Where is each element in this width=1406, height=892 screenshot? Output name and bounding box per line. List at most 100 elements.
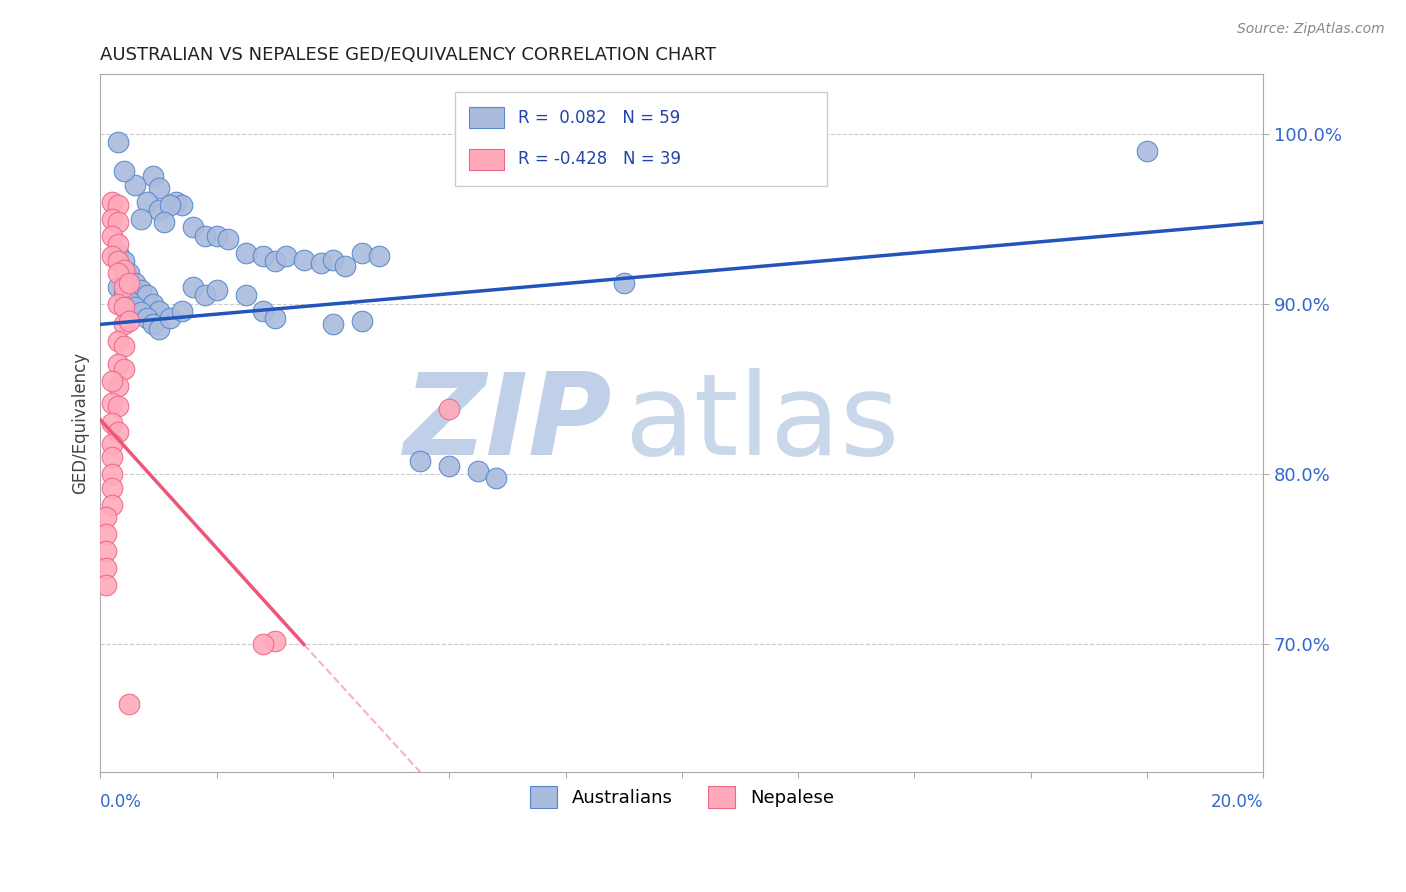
Point	[263, 634, 285, 648]
FancyBboxPatch shape	[470, 149, 503, 169]
Point	[112, 263, 135, 277]
Point	[205, 283, 228, 297]
Point	[276, 249, 298, 263]
Point	[322, 318, 344, 332]
Point	[439, 402, 461, 417]
Point	[613, 277, 636, 291]
Point	[252, 249, 274, 263]
Point	[183, 280, 205, 294]
Text: R =  0.082   N = 59: R = 0.082 N = 59	[517, 109, 681, 127]
Point	[107, 135, 129, 149]
Point	[148, 181, 170, 195]
Point	[101, 194, 124, 209]
Point	[101, 436, 124, 450]
Point	[112, 280, 135, 294]
Point	[107, 254, 129, 268]
Point	[107, 378, 129, 392]
Legend: Australians, Nepalese: Australians, Nepalese	[523, 779, 841, 815]
Point	[118, 277, 141, 291]
Text: Source: ZipAtlas.com: Source: ZipAtlas.com	[1237, 22, 1385, 37]
Point	[107, 266, 129, 280]
Point	[107, 215, 129, 229]
Point	[205, 228, 228, 243]
Point	[409, 453, 432, 467]
Point	[101, 498, 124, 512]
Point	[107, 425, 129, 439]
Point	[311, 256, 333, 270]
Point	[322, 252, 344, 267]
Point	[101, 450, 124, 464]
Point	[107, 280, 129, 294]
Point	[263, 310, 285, 325]
Point	[96, 509, 118, 524]
Point	[368, 249, 391, 263]
Point	[124, 178, 146, 192]
Point	[135, 288, 157, 302]
Point	[135, 194, 157, 209]
Point	[112, 339, 135, 353]
Point	[142, 169, 165, 184]
Point	[194, 228, 217, 243]
Point	[124, 277, 146, 291]
Point	[96, 543, 118, 558]
Point	[142, 297, 165, 311]
Point	[252, 303, 274, 318]
Point	[107, 357, 129, 371]
Point	[165, 194, 187, 209]
Point	[170, 303, 193, 318]
Point	[292, 252, 315, 267]
Text: 20.0%: 20.0%	[1211, 792, 1264, 811]
Point	[148, 322, 170, 336]
Point	[101, 249, 124, 263]
Point	[159, 310, 181, 325]
Point	[153, 215, 176, 229]
FancyBboxPatch shape	[470, 107, 503, 128]
Point	[101, 416, 124, 430]
Point	[194, 288, 217, 302]
Point	[96, 526, 118, 541]
Point	[107, 334, 129, 349]
Point	[148, 303, 170, 318]
Point	[107, 297, 129, 311]
Point	[107, 198, 129, 212]
Text: 0.0%: 0.0%	[100, 792, 142, 811]
Point	[101, 374, 124, 388]
Point	[170, 198, 193, 212]
Point	[118, 697, 141, 711]
Point	[118, 266, 141, 280]
Point	[135, 310, 157, 325]
Text: R = -0.428   N = 39: R = -0.428 N = 39	[517, 151, 681, 169]
Point	[107, 245, 129, 260]
Point	[101, 481, 124, 495]
Point	[129, 211, 152, 226]
FancyBboxPatch shape	[456, 92, 827, 186]
Point	[148, 203, 170, 218]
Point	[101, 395, 124, 409]
Point	[159, 198, 181, 212]
Point	[118, 314, 141, 328]
Point	[217, 232, 239, 246]
Point	[350, 245, 373, 260]
Point	[1136, 144, 1159, 158]
Point	[333, 260, 356, 274]
Point	[101, 228, 124, 243]
Point	[350, 314, 373, 328]
Point	[124, 301, 146, 315]
Point	[183, 220, 205, 235]
Point	[96, 561, 118, 575]
Point	[467, 464, 489, 478]
Point	[485, 470, 508, 484]
Point	[118, 293, 141, 308]
Text: AUSTRALIAN VS NEPALESE GED/EQUIVALENCY CORRELATION CHART: AUSTRALIAN VS NEPALESE GED/EQUIVALENCY C…	[100, 46, 717, 64]
Point	[101, 211, 124, 226]
Point	[112, 254, 135, 268]
Point	[263, 254, 285, 268]
Y-axis label: GED/Equivalency: GED/Equivalency	[72, 352, 89, 494]
Point	[112, 318, 135, 332]
Point	[96, 578, 118, 592]
Point	[107, 237, 129, 252]
Point	[235, 245, 257, 260]
Point	[142, 318, 165, 332]
Point	[129, 283, 152, 297]
Point	[439, 458, 461, 473]
